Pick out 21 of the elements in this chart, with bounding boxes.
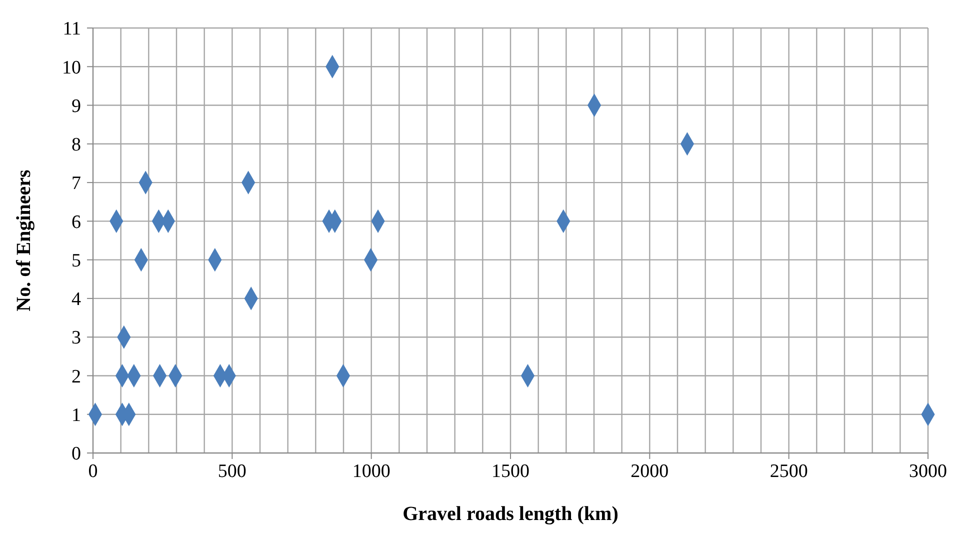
x-axis-title: Gravel roads length (km) (402, 503, 618, 525)
y-tick-label: 11 (62, 18, 81, 40)
y-tick-label: 10 (62, 57, 81, 78)
y-tick-label: 2 (72, 366, 81, 388)
x-tick-label: 1000 (352, 461, 390, 482)
y-axis-title: No. of Engineers (13, 169, 35, 312)
y-tick-label: 8 (72, 134, 81, 156)
y-tick-label: 1 (72, 405, 81, 426)
y-tick-label: 6 (72, 212, 81, 233)
x-tick-label: 0 (88, 461, 98, 482)
x-tick-label: 2500 (770, 461, 808, 482)
y-tick-label: 5 (72, 250, 81, 272)
y-tick-label: 4 (72, 289, 82, 310)
y-tick-label: 7 (72, 173, 81, 194)
x-tick-label: 2000 (630, 461, 669, 482)
x-tick-label: 500 (218, 461, 246, 482)
x-tick-label: 3000 (909, 461, 947, 482)
y-tick-label: 3 (72, 328, 81, 349)
y-tick-label: 0 (72, 444, 81, 465)
x-tick-label: 1500 (492, 461, 530, 482)
y-tick-label: 9 (72, 96, 81, 117)
